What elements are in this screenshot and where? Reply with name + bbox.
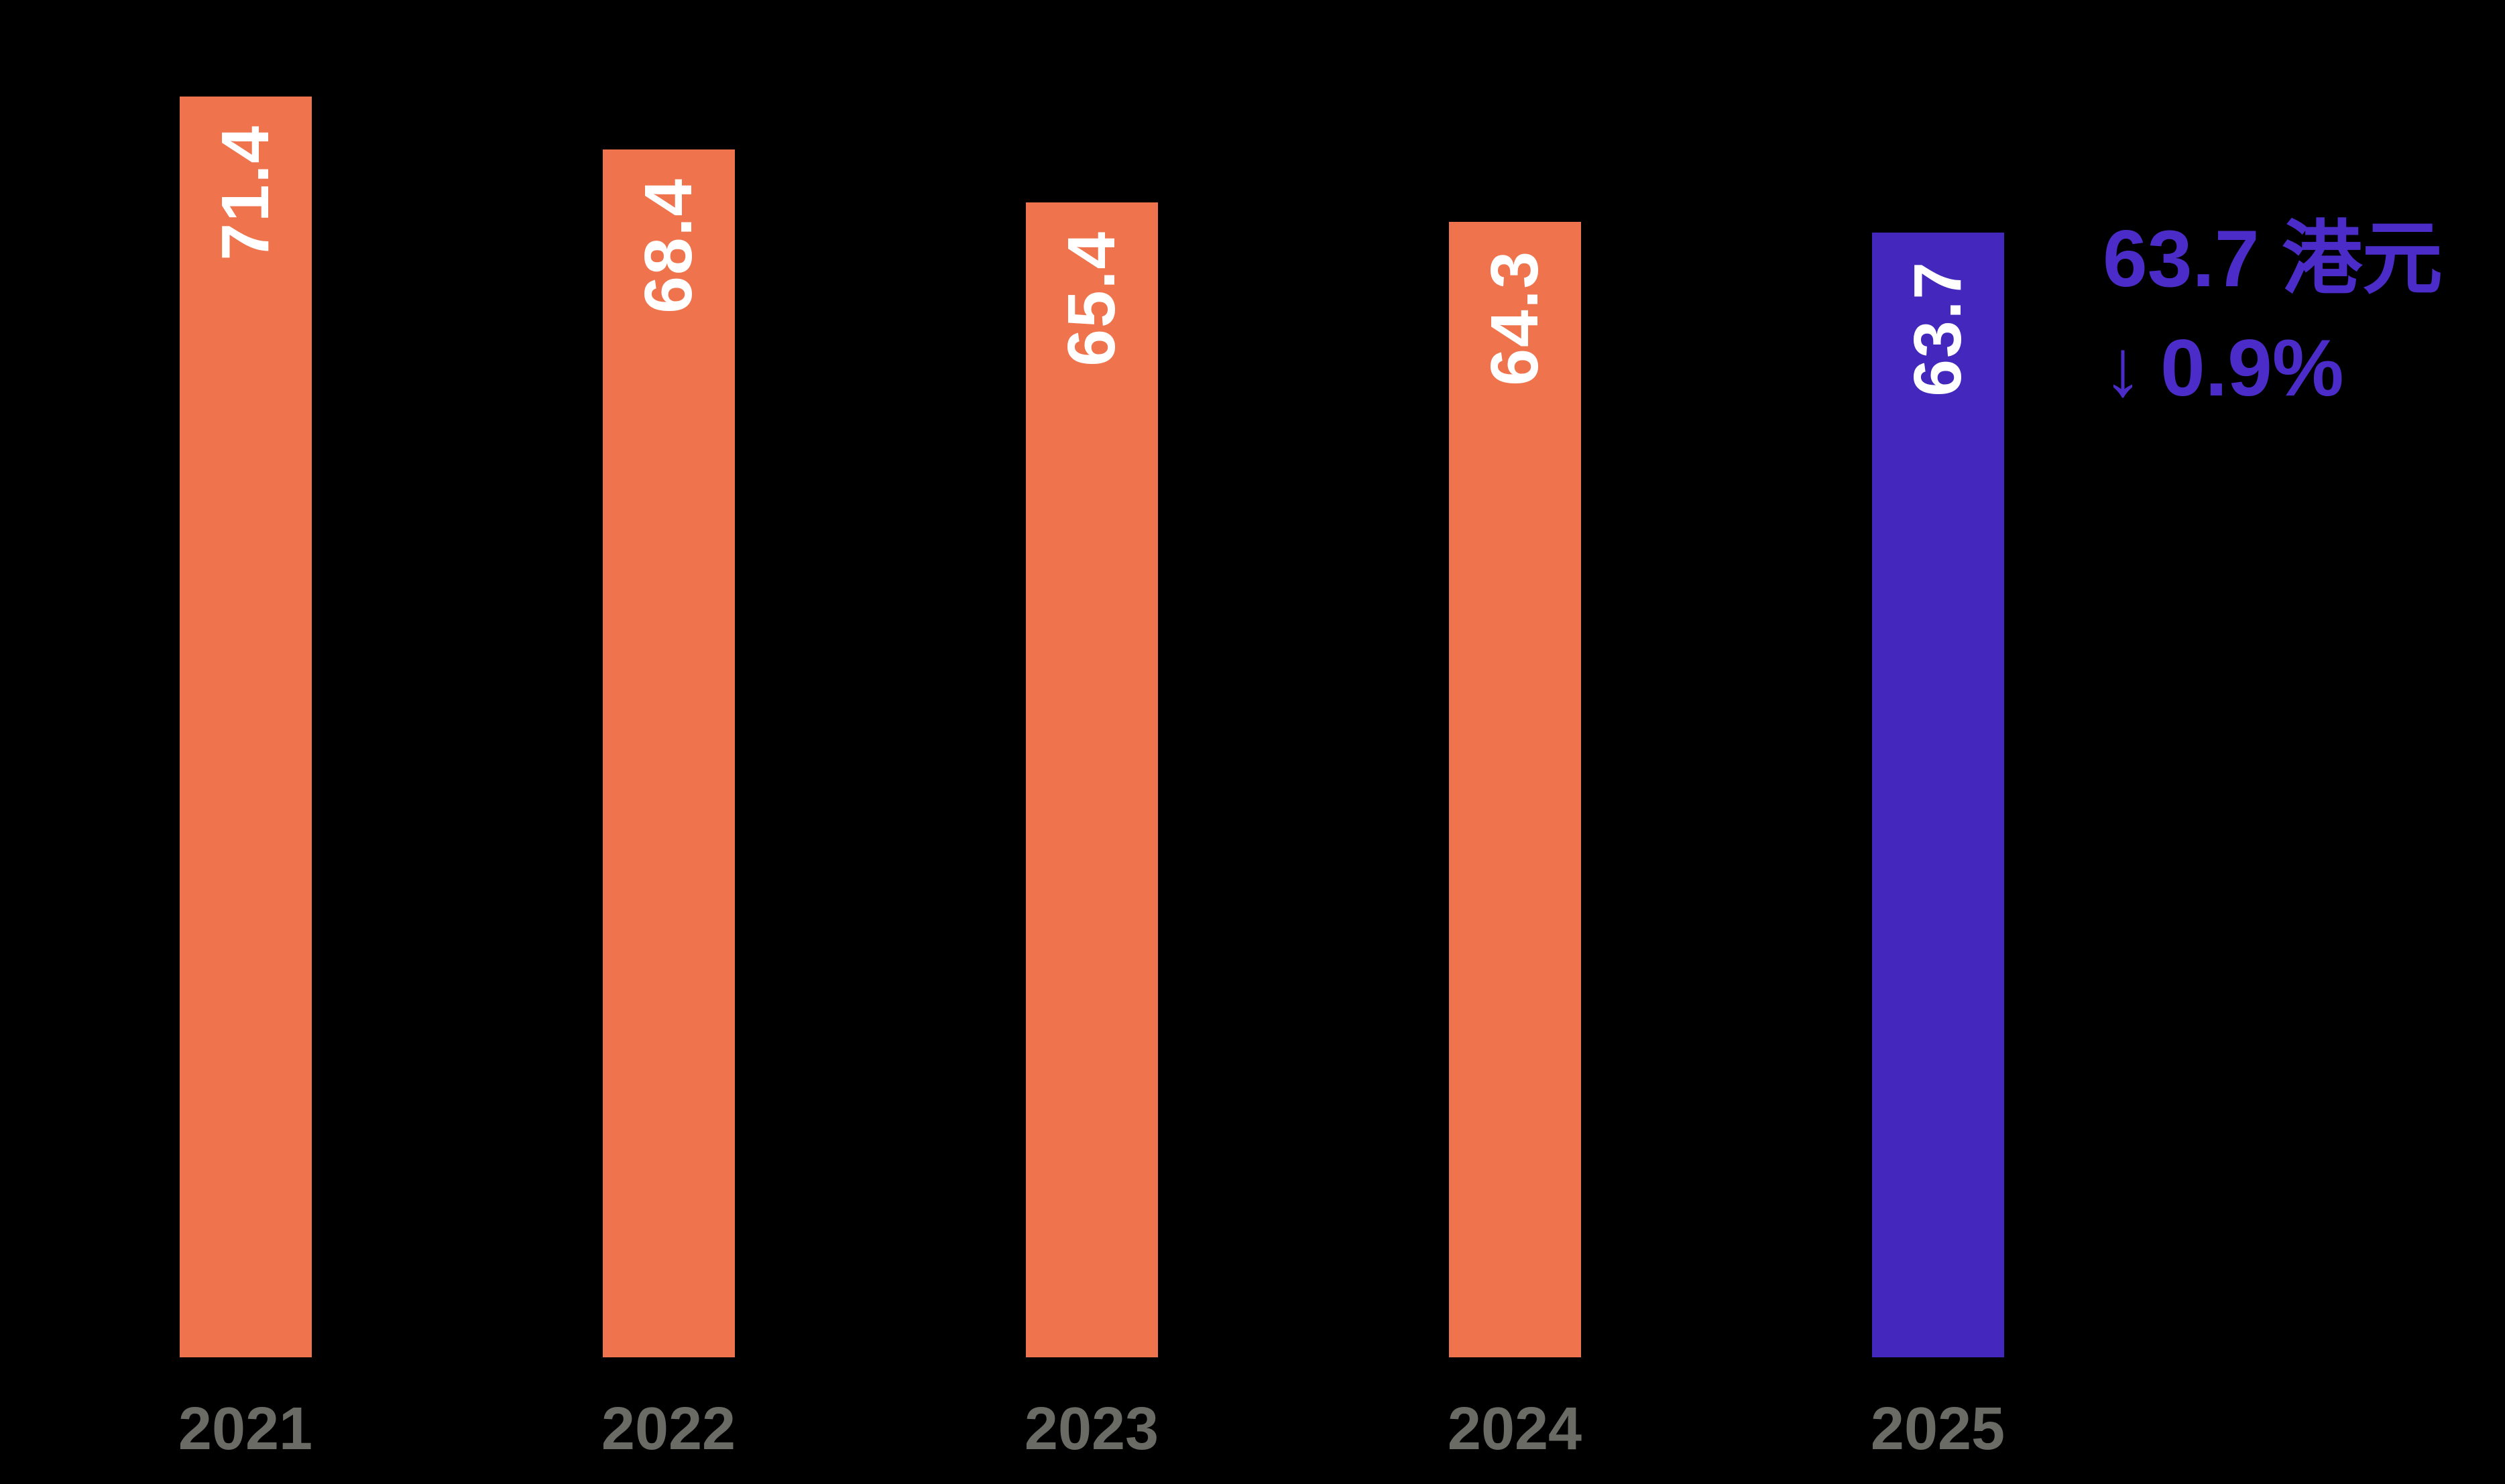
category-label: 2025 xyxy=(1870,1396,2005,1463)
bar xyxy=(1025,202,1158,1357)
annotation-change-value: 0.9% xyxy=(2160,323,2344,413)
bar-value-label: 68.4 xyxy=(630,178,706,314)
category-label: 2024 xyxy=(1447,1396,1582,1463)
bar-group-2025: 63.7 xyxy=(1871,233,2004,1357)
annotation-change-line: ↓ 0.9% xyxy=(2103,314,2443,423)
bar-group-2023: 65.4 xyxy=(1025,202,1158,1357)
bar-value-wrap: 64.3 xyxy=(1449,250,1581,386)
bar-value-wrap: 63.7 xyxy=(1872,261,2004,397)
bar xyxy=(1448,222,1581,1357)
category-label: 2023 xyxy=(1024,1396,1159,1463)
bar-group-2022: 68.4 xyxy=(602,149,735,1357)
annotation: 63.7 港元 ↓ 0.9% xyxy=(2103,204,2443,423)
down-arrow-icon: ↓ xyxy=(2103,323,2143,413)
bar-value-label: 65.4 xyxy=(1053,231,1129,367)
annotation-price: 63.7 港元 xyxy=(2103,214,2443,304)
bar-value-label: 71.4 xyxy=(207,125,283,261)
bar xyxy=(602,149,735,1357)
category-label: 2022 xyxy=(601,1396,736,1463)
bar xyxy=(179,97,312,1357)
bar xyxy=(1871,233,2004,1357)
category-label: 2021 xyxy=(178,1396,313,1463)
bar-group-2021: 71.4 xyxy=(179,97,312,1357)
bar-value-label: 64.3 xyxy=(1476,250,1552,386)
bar-group-2024: 64.3 xyxy=(1448,222,1581,1357)
bar-value-wrap: 71.4 xyxy=(180,125,312,261)
bar-value-wrap: 68.4 xyxy=(603,178,735,314)
bar-value-label: 63.7 xyxy=(1900,261,1975,397)
bar-value-wrap: 65.4 xyxy=(1026,231,1158,367)
